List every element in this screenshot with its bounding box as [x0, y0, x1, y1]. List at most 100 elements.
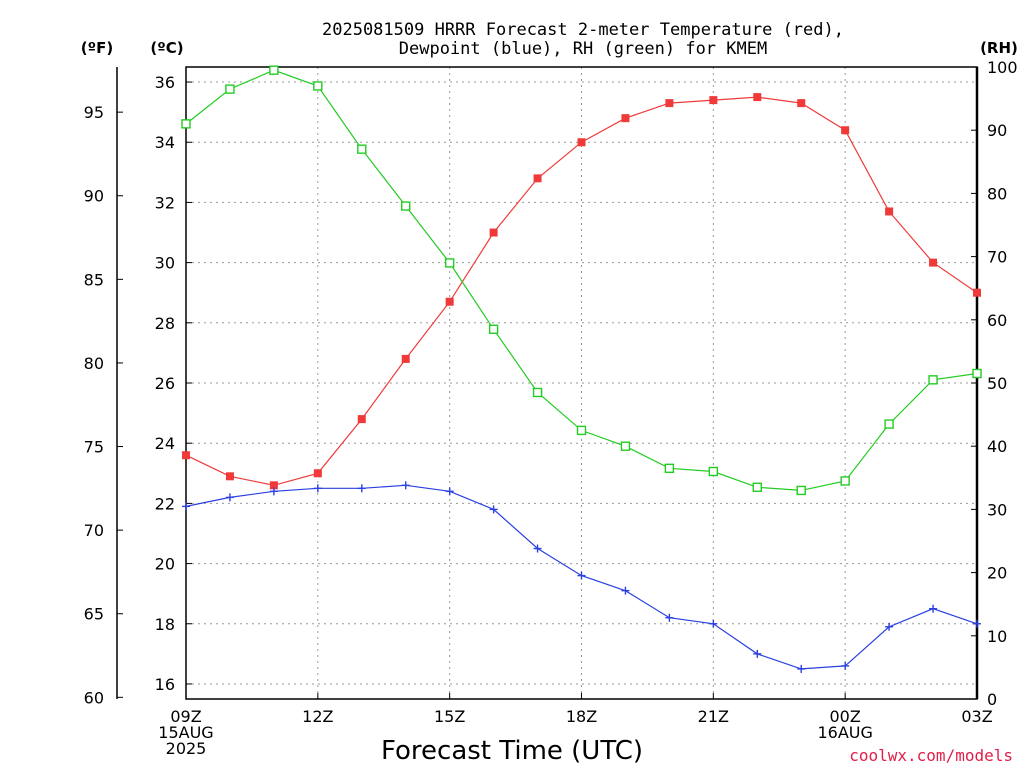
x-tick-label: 00Z	[830, 707, 861, 726]
celsius-tick-label: 22	[155, 494, 175, 513]
data-point-marker	[797, 664, 806, 673]
rh-tick-label: 50	[987, 374, 1007, 393]
data-point-marker	[752, 482, 762, 492]
data-point-marker	[401, 201, 411, 211]
data-point-marker	[357, 484, 366, 493]
data-point-marker	[357, 144, 367, 154]
data-point-marker	[885, 207, 894, 216]
data-point-marker	[401, 354, 410, 363]
data-point-marker	[532, 387, 543, 398]
fahrenheit-tick-label: 65	[84, 605, 104, 624]
credit-text: coolwx.com/models	[849, 746, 1013, 765]
data-point-marker	[708, 466, 719, 477]
celsius-tick-label: 34	[155, 133, 175, 152]
rh-tick-label: 30	[987, 500, 1007, 519]
data-point-marker	[533, 174, 542, 183]
rh-tick-label: 100	[987, 58, 1018, 77]
x-axis-label: Forecast Time (UTC)	[381, 736, 643, 766]
celsius-unit-label: (ºC)	[150, 39, 183, 57]
data-point-marker	[621, 114, 630, 123]
data-point-marker	[884, 419, 894, 429]
data-point-marker	[929, 604, 938, 613]
data-point-marker	[929, 258, 938, 267]
data-point-marker	[181, 119, 191, 129]
data-point-marker	[796, 485, 806, 496]
data-point-marker	[269, 65, 279, 75]
x-tick-label: 09Z	[170, 707, 201, 726]
fahrenheit-tick-label: 80	[84, 354, 104, 373]
data-point-marker	[885, 622, 894, 631]
data-point-marker	[488, 324, 499, 334]
series-lines	[181, 65, 982, 673]
rh-tick-label: 40	[987, 437, 1007, 456]
data-point-marker	[445, 487, 454, 496]
celsius-tick-label: 26	[155, 374, 175, 393]
fahrenheit-tick-label: 60	[84, 688, 104, 707]
data-point-marker	[840, 476, 850, 486]
chart-title-line-2: Dewpoint (blue), RH (green) for KMEM	[399, 39, 767, 59]
celsius-tick-label: 18	[155, 615, 175, 634]
rh-tick-label: 20	[987, 564, 1007, 583]
data-point-marker	[313, 81, 323, 91]
x-tick-label: 21Z	[698, 707, 729, 726]
data-point-marker	[533, 544, 542, 553]
data-point-marker	[665, 99, 674, 108]
x-tick-label: 16AUG	[817, 723, 872, 742]
data-point-marker	[973, 288, 981, 297]
rh-tick-label: 10	[987, 627, 1007, 646]
data-point-marker	[665, 613, 674, 622]
rh-tick-label: 0	[987, 690, 997, 709]
data-point-marker	[489, 505, 498, 514]
celsius-tick-label: 20	[155, 555, 175, 574]
fahrenheit-tick-label: 90	[84, 187, 104, 206]
x-tick-label: 18Z	[566, 707, 597, 726]
x-tick-label: 15AUG	[158, 723, 213, 742]
data-point-marker	[576, 425, 587, 436]
data-point-marker	[577, 571, 586, 580]
x-tick-label: 12Z	[302, 707, 333, 726]
celsius-tick-label: 24	[155, 434, 175, 453]
data-point-marker	[841, 126, 850, 135]
celsius-tick-label: 16	[155, 675, 175, 694]
fahrenheit-unit-label: (ºF)	[81, 39, 113, 57]
celsius-tick-label: 36	[155, 73, 175, 92]
data-point-marker	[269, 487, 278, 496]
data-point-marker	[445, 297, 454, 306]
data-point-marker	[621, 586, 630, 595]
fahrenheit-tick-label: 75	[84, 438, 104, 457]
celsius-tick-label: 28	[155, 314, 175, 333]
data-point-marker	[928, 375, 938, 385]
grid-lines	[185, 67, 978, 699]
data-point-marker	[182, 451, 190, 460]
x-tick-label: 15Z	[434, 707, 465, 726]
rh-tick-label: 70	[987, 248, 1007, 267]
data-point-marker	[313, 469, 322, 478]
series-temperature	[182, 93, 981, 490]
data-point-marker	[753, 649, 762, 658]
data-point-marker	[225, 84, 235, 94]
x-tick-label: 2025	[166, 739, 207, 758]
celsius-tick-label: 32	[155, 193, 175, 212]
rh-unit-label: (RH)	[980, 39, 1018, 57]
data-point-marker	[225, 472, 234, 481]
data-point-marker	[709, 619, 718, 628]
fahrenheit-tick-label: 95	[84, 103, 104, 122]
data-point-marker	[269, 481, 278, 490]
axes	[116, 66, 979, 700]
data-point-marker	[973, 619, 981, 628]
data-point-marker	[753, 93, 762, 102]
fahrenheit-tick-label: 85	[84, 270, 104, 289]
tick-labels: 60 65 70 75 80 85 90 95 16 18 20 22 24 26 28 30 32 34 36 0 1…	[84, 58, 1018, 758]
data-point-marker	[489, 228, 498, 237]
data-point-marker	[577, 138, 586, 147]
data-point-marker	[797, 99, 806, 108]
chart-title-line-1: 2025081509 HRRR Forecast 2-meter Tempera…	[322, 20, 844, 40]
fahrenheit-tick-label: 70	[84, 521, 104, 540]
data-point-marker	[972, 368, 982, 379]
data-point-marker	[709, 96, 718, 105]
data-point-marker	[401, 481, 410, 490]
rh-tick-label: 60	[987, 311, 1007, 330]
rh-tick-label: 80	[987, 184, 1007, 203]
data-point-marker	[313, 484, 322, 493]
